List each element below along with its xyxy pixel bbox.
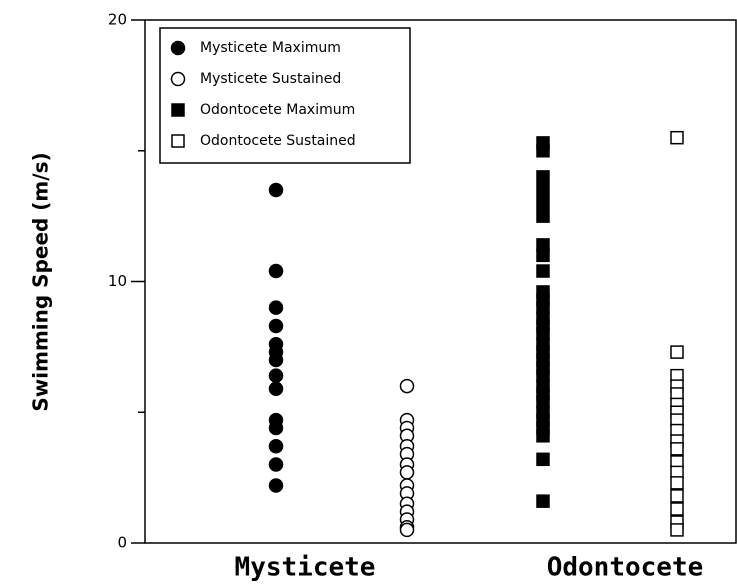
legend-label: Mysticete Sustained (200, 71, 341, 87)
y-tick-label: 20 (108, 11, 127, 29)
data-point (536, 494, 550, 508)
y-axis-label: Swimming Speed (m/s) (29, 152, 53, 411)
legend-marker (170, 71, 186, 87)
data-point (536, 209, 550, 223)
x-tick-label: Mysticete (235, 553, 376, 583)
data-point (399, 378, 415, 394)
data-point (268, 438, 284, 454)
data-point (268, 352, 284, 368)
data-point (670, 502, 684, 516)
data-point (268, 263, 284, 279)
legend-marker (171, 103, 185, 117)
data-point (536, 429, 550, 443)
data-point (670, 345, 684, 359)
x-tick-label: Odontocete (547, 553, 704, 583)
data-point (670, 442, 684, 456)
data-point (399, 522, 415, 538)
data-point (536, 144, 550, 158)
data-point (536, 183, 550, 197)
data-point (268, 381, 284, 396)
data-point (268, 478, 284, 493)
legend-label: Mysticete Maximum (200, 40, 341, 56)
data-point (536, 170, 550, 184)
data-point (670, 489, 684, 503)
legend-marker (170, 40, 186, 56)
data-point (670, 476, 684, 490)
data-point (670, 523, 684, 537)
legend-label: Odontocete Maximum (200, 102, 355, 118)
y-tick-label: 10 (108, 272, 127, 290)
legend-label: Odontocete Sustained (200, 133, 356, 149)
data-point (268, 182, 284, 198)
data-point (268, 420, 284, 436)
data-point (536, 196, 550, 210)
legend-marker (171, 134, 185, 148)
data-point (399, 465, 415, 480)
data-point (268, 457, 284, 472)
data-point (536, 264, 550, 278)
legend-box (159, 27, 411, 164)
data-point (536, 248, 550, 263)
data-point (268, 300, 284, 315)
y-tick-label: 0 (117, 534, 127, 552)
data-point (268, 368, 284, 383)
data-point (268, 318, 284, 334)
data-point (536, 452, 550, 467)
data-point (670, 130, 684, 145)
